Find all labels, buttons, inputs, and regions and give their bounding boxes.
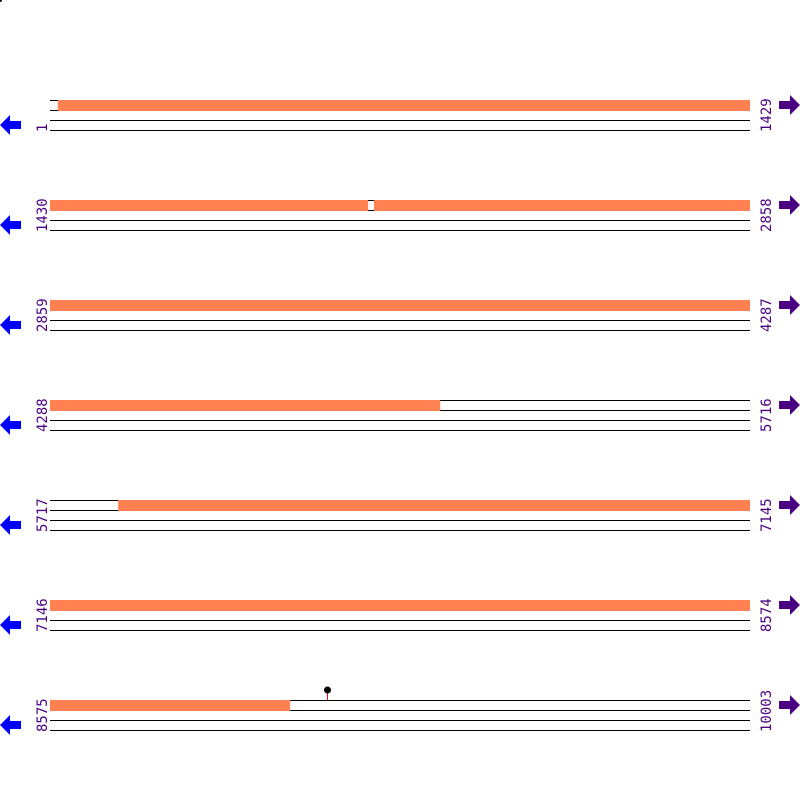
arrow-left-icon	[0, 615, 21, 635]
feature-bar	[57, 100, 750, 111]
sequence-row: 7146 8574	[0, 595, 800, 635]
arrow-right-icon	[779, 395, 800, 415]
arrow-right-icon	[779, 295, 800, 315]
arrow-right-icon	[779, 95, 800, 115]
arrow-right-icon	[779, 495, 800, 515]
sequence-row: 1430 2858	[0, 195, 800, 235]
row-start-label: 1430	[35, 198, 51, 232]
row-end-label: 2858	[759, 198, 775, 232]
row-end-label: 4287	[759, 298, 775, 332]
row-end-label: 10003	[759, 690, 775, 732]
row-start-label: 1	[35, 124, 51, 132]
arrow-left-icon	[0, 415, 21, 435]
row-start-label: 2859	[35, 298, 51, 332]
arrow-left-icon	[0, 515, 21, 535]
marker-dot	[324, 686, 331, 694]
arrow-left-icon	[0, 115, 21, 135]
feature-bar	[50, 700, 291, 711]
row-end-label: 7145	[759, 498, 775, 532]
sequence-row: 4288 5716	[0, 395, 800, 435]
feature-bar	[50, 200, 369, 211]
arrow-left-icon	[0, 215, 21, 235]
row-start-label: 7146	[35, 598, 51, 632]
row-start-label: 8575	[35, 698, 51, 732]
feature-bar	[50, 400, 441, 411]
sequence-row: 1 1429	[0, 95, 800, 135]
arrow-right-icon	[779, 595, 800, 615]
arrow-left-icon	[0, 715, 21, 735]
feature-bar	[50, 300, 750, 311]
corner-dot	[0, 0, 2, 2]
row-end-label: 5716	[759, 398, 775, 432]
arrow-left-icon	[0, 315, 21, 335]
arrow-right-icon	[779, 195, 800, 215]
row-start-label: 4288	[35, 398, 51, 432]
feature-bar	[50, 600, 750, 611]
row-start-label: 5717	[35, 498, 51, 532]
sequence-row: 2859 4287	[0, 295, 800, 335]
sequence-row: 8575 10003	[0, 686, 800, 735]
feature-bar	[118, 500, 750, 511]
row-end-label: 1429	[759, 98, 775, 132]
arrow-right-icon	[779, 695, 800, 715]
sequence-row: 5717 7145	[0, 495, 800, 535]
row-end-label: 8574	[759, 598, 775, 632]
feature-bar	[374, 200, 750, 211]
